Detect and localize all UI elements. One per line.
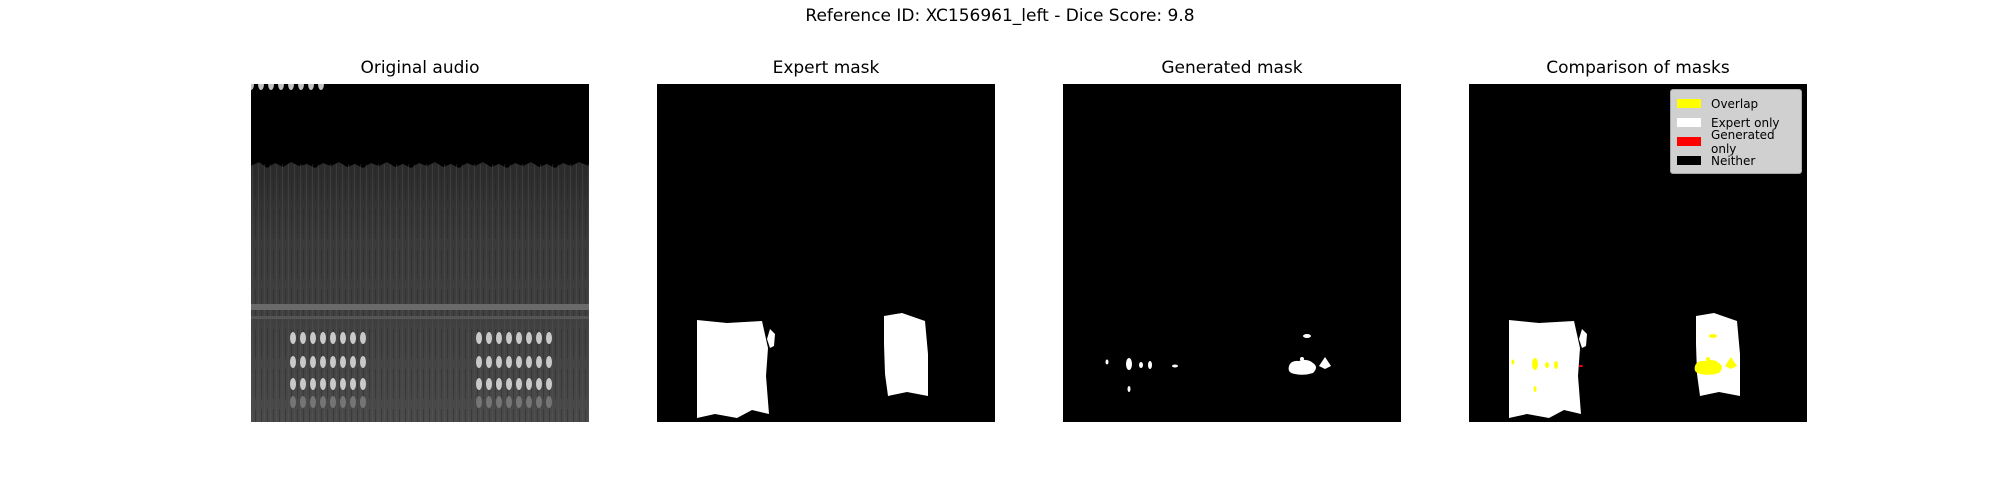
legend-label: Generated only <box>1711 127 1775 156</box>
legend: Overlap Expert only Generated only Neith… <box>1670 89 1802 174</box>
legend-swatch-neither <box>1677 156 1701 165</box>
legend-item-overlap: Overlap <box>1677 94 1795 113</box>
legend-swatch-expert-only <box>1677 118 1701 127</box>
panel-title-expert-mask: Expert mask <box>772 58 880 78</box>
expert-mask-image <box>657 84 995 422</box>
panel-title-original-audio: Original audio <box>360 58 480 78</box>
comparison-mask-image: Overlap Expert only Generated only Neith… <box>1469 84 1807 422</box>
legend-swatch-generated-only <box>1677 137 1701 146</box>
spectrogram-image <box>251 84 589 422</box>
legend-label: Expert only <box>1711 115 1780 130</box>
panel-title-generated-mask: Generated mask <box>1161 58 1303 78</box>
legend-item-neither: Neither <box>1677 151 1795 170</box>
legend-swatch-overlap <box>1677 99 1701 108</box>
figure-title: Reference ID: XC156961_left - Dice Score… <box>805 6 1195 26</box>
generated-mask-image <box>1063 84 1401 422</box>
legend-label: Overlap <box>1711 96 1759 111</box>
legend-item-expert-only: Expert only <box>1677 113 1795 132</box>
panel-title-comparison: Comparison of masks <box>1546 58 1730 78</box>
legend-item-generated-only: Generated only <box>1677 128 1795 156</box>
legend-label: Neither <box>1711 153 1756 168</box>
